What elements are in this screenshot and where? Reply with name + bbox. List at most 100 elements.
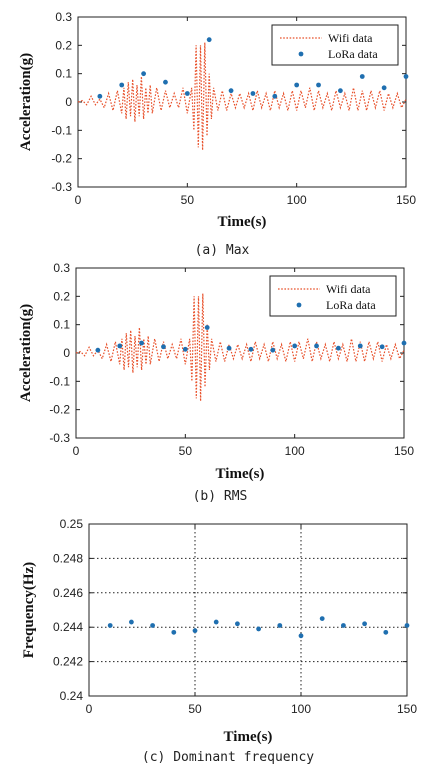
data-point [107, 623, 113, 628]
data-point [235, 621, 240, 627]
data-point [316, 82, 321, 88]
legend-entry-label: LoRa data [328, 47, 378, 61]
y-tick-label: 0.3 [53, 261, 70, 275]
data-point [150, 623, 156, 628]
y-tick-label: -0.1 [49, 374, 70, 388]
data-point [336, 345, 341, 351]
data-point [141, 71, 147, 77]
x-tick-label: 50 [188, 702, 202, 716]
x-tick-label: 100 [287, 193, 307, 207]
legend-entry-label: LoRa data [326, 298, 376, 312]
y-axis-label: Frequency(Hz) [21, 562, 37, 658]
y-tick-label: -0.3 [51, 180, 72, 194]
data-point [139, 340, 145, 346]
data-point [359, 74, 365, 79]
panel-caption: (a) Max [195, 243, 250, 258]
y-tick-label: 0.24 [60, 689, 84, 703]
x-axis-label: Time(s) [224, 729, 273, 745]
legend-swatch-point [298, 51, 304, 57]
data-point [314, 343, 319, 349]
x-tick-label: 0 [73, 444, 80, 458]
data-point [357, 343, 363, 349]
y-tick-label: 0.246 [53, 586, 83, 600]
legend-box [271, 24, 399, 66]
y-tick-label: 0.1 [55, 67, 72, 81]
data-point [250, 91, 256, 96]
data-point [292, 343, 298, 349]
x-tick-label: 0 [86, 702, 93, 716]
y-tick-label: -0.2 [51, 152, 72, 166]
y-tick-label: 0.244 [53, 620, 83, 634]
y-tick-label: -0.2 [49, 403, 70, 417]
data-point [362, 621, 367, 627]
data-point [272, 93, 278, 99]
data-point [213, 619, 219, 625]
panel-caption: (c) Dominant frequency [142, 750, 314, 765]
data-point [119, 82, 125, 88]
x-tick-label: 150 [396, 193, 416, 207]
data-point [182, 346, 188, 352]
data-point [171, 629, 177, 635]
data-point [192, 628, 198, 634]
data-point [338, 88, 343, 94]
x-tick-label: 150 [394, 444, 414, 458]
chart-panel-2: 0.30.20.10-0.1-0.2-0.30 50 100 150Time(s)Ac… [18, 261, 414, 504]
y-tick-label: -0.1 [51, 123, 72, 137]
legend-box [269, 275, 397, 317]
data-point [294, 82, 300, 88]
chart-panel-3: 0.25 0.248 0.246 0.244 0.242 0.240 50 100 150 Tim… [21, 517, 417, 765]
x-tick-label: 100 [285, 444, 305, 458]
data-point [129, 619, 134, 625]
y-tick-label: 0.248 [53, 551, 83, 565]
data-point [161, 344, 166, 350]
x-tick-label: 150 [397, 702, 417, 716]
y-tick-label: 0.2 [55, 38, 72, 52]
panel-caption: (b) RMS [193, 489, 248, 504]
data-point [403, 74, 409, 79]
data-point [95, 347, 101, 353]
y-tick-label: 0.25 [60, 517, 84, 531]
x-tick-label: 50 [179, 444, 193, 458]
data-point [256, 626, 261, 632]
x-tick-label: 0 [75, 193, 82, 207]
data-point [206, 37, 212, 43]
x-axis-label: Time(s) [216, 466, 265, 482]
legend-entry-label: Wifi data [326, 282, 371, 296]
y-tick-label: 0.3 [55, 10, 72, 24]
y-tick-label: 0.1 [53, 318, 70, 332]
data-point [319, 616, 325, 621]
data-point [401, 340, 407, 346]
y-axis-label: Acceleration(g) [18, 53, 34, 151]
plot-area-frame [88, 523, 408, 697]
data-point [204, 325, 210, 330]
y-tick-label: 0 [65, 95, 72, 109]
y-tick-label: -0.3 [49, 431, 70, 445]
legend: Wifi data LoRa data [271, 24, 399, 66]
data-point [97, 93, 103, 99]
data-point [226, 345, 232, 351]
data-point [341, 623, 346, 628]
data-point [184, 91, 190, 96]
data-point [277, 623, 283, 628]
data-point [163, 79, 168, 85]
y-tick-label: 0.242 [53, 655, 83, 669]
data-point [298, 633, 304, 639]
y-tick-label: 0 [63, 346, 70, 360]
data-point [248, 346, 254, 352]
x-axis-label: Time(s) [218, 214, 267, 230]
x-tick-label: 50 [181, 193, 195, 207]
legend: Wifi data LoRa data [269, 275, 397, 317]
data-point [117, 343, 123, 349]
data-point [383, 629, 389, 635]
y-tick-label: 0.2 [53, 289, 70, 303]
data-point [381, 85, 387, 91]
y-axis-label: Acceleration(g) [18, 304, 34, 402]
legend-entry-label: Wifi data [328, 31, 373, 45]
data-point [404, 623, 410, 628]
x-tick-label: 100 [291, 702, 311, 716]
chart-panel-1: 0.30.20.10-0.1-0.2-0.30 50 100 150Time(s)Ac… [18, 10, 416, 258]
legend-swatch-point [296, 302, 302, 308]
data-point [270, 347, 276, 353]
data-point [228, 88, 234, 94]
